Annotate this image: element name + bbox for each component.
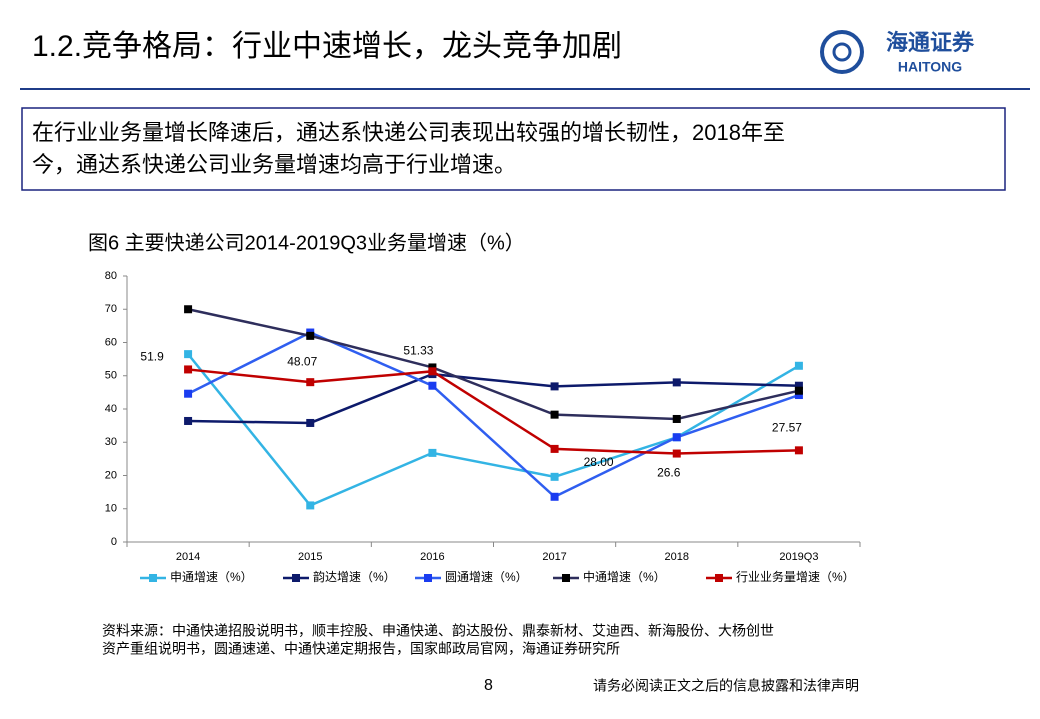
marker [428, 448, 437, 457]
summary-line: 今，通达系快递公司业务量增速均高于行业增速。 [32, 152, 516, 177]
legend-marker [562, 574, 570, 582]
legend-label: 行业业务量增速（%） [736, 569, 855, 584]
legend-label: 申通增速（%） [170, 570, 253, 584]
series-line [187, 353, 800, 507]
legend-marker [424, 574, 432, 582]
summary-box [21, 107, 1006, 191]
marker [184, 389, 193, 398]
y-tick-label: 80 [105, 270, 117, 282]
marker [184, 350, 193, 359]
y-tick-label: 40 [105, 403, 117, 415]
series-line [187, 308, 800, 421]
data-label: 48.07 [287, 354, 317, 368]
page-number: 8 [484, 677, 493, 694]
y-tick-label: 60 [105, 336, 117, 348]
x-tick-label: 2015 [298, 551, 322, 563]
logo-icon [820, 30, 864, 74]
y-tick-label: 10 [105, 503, 117, 515]
data-label: 51.9 [140, 350, 164, 364]
marker [794, 446, 803, 455]
legend-marker [292, 574, 300, 582]
source-line: 资料来源：中通快递招股说明书，顺丰控股、申通快递、韵达股份、鼎泰新材、艾迪西、新… [102, 623, 774, 639]
y-tick-label: 20 [105, 469, 117, 481]
marker [672, 449, 681, 458]
y-tick-label: 30 [105, 436, 117, 448]
marker [184, 305, 193, 314]
x-tick-label: 2016 [420, 551, 444, 563]
legend-marker [715, 574, 723, 582]
x-tick-label: 2017 [542, 551, 566, 563]
logo: 海通证券 HAITONG [820, 30, 975, 75]
data-label: 26.6 [657, 466, 681, 480]
marker [794, 391, 803, 400]
marker [306, 331, 315, 340]
legend-label: 韵达增速（%） [313, 569, 396, 584]
summary-line: 在行业业务量增长降速后，通达系快递公司表现出较强的增长韧性，2018年至 [32, 120, 785, 145]
logo-en: HAITONG [898, 59, 962, 75]
y-tick-label: 0 [111, 536, 117, 548]
logo-cn: 海通证券 [886, 30, 975, 55]
y-tick-label: 50 [105, 370, 117, 382]
marker [794, 381, 803, 390]
marker [184, 365, 193, 374]
marker [428, 381, 437, 390]
marker [672, 414, 681, 423]
data-label: 51.33 [403, 343, 433, 357]
marker [672, 433, 681, 442]
series-line [188, 372, 799, 425]
series-line [187, 331, 800, 499]
source-line: 资产重组说明书，圆通速递、中通快递定期报告，国家邮政局官网，海通证券研究所 [102, 641, 620, 657]
series-line [187, 368, 799, 455]
logo-icon [832, 42, 852, 62]
legend-marker [149, 574, 157, 582]
marker [550, 492, 559, 501]
marker [306, 501, 315, 510]
legend-label: 中通增速（%） [583, 569, 666, 584]
disclaimer: 请务必阅读正文之后的信息披露和法律声明 [593, 678, 859, 694]
x-tick-label: 2014 [176, 551, 200, 563]
slide-title: 1.2.竞争格局：行业中速增长，龙头竞争加剧 [32, 30, 622, 63]
marker [428, 367, 437, 376]
marker [306, 418, 315, 427]
marker [550, 382, 559, 391]
data-label: 28.00 [584, 455, 614, 469]
marker [550, 472, 559, 481]
marker [672, 378, 681, 387]
marker [550, 410, 559, 419]
marker [184, 416, 193, 425]
legend-label: 圆通增速（%） [445, 570, 528, 584]
x-tick-label: 2019Q3 [779, 551, 818, 563]
marker [550, 444, 559, 453]
marker [794, 361, 803, 370]
x-tick-label: 2018 [665, 551, 689, 563]
chart-title: 图6 主要快递公司2014-2019Q3业务量增速（%） [88, 231, 525, 254]
marker [794, 386, 803, 395]
y-tick-label: 70 [105, 303, 117, 315]
data-label: 27.57 [772, 421, 802, 435]
marker [306, 378, 315, 387]
